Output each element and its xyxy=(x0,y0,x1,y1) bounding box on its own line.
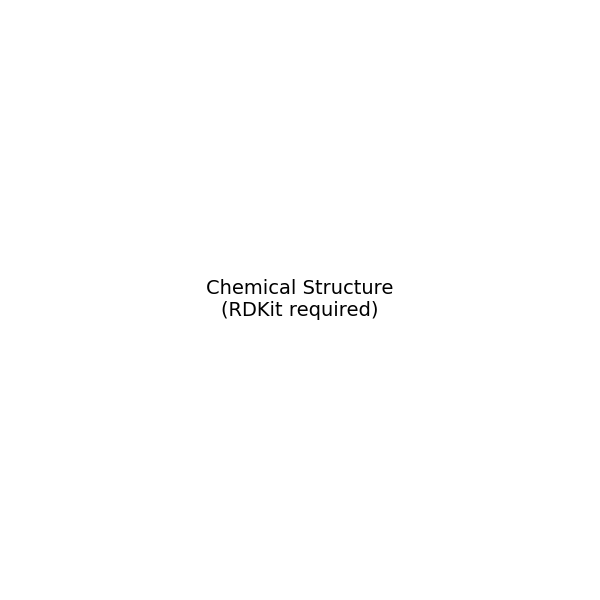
Text: Chemical Structure
(RDKit required): Chemical Structure (RDKit required) xyxy=(206,280,394,320)
